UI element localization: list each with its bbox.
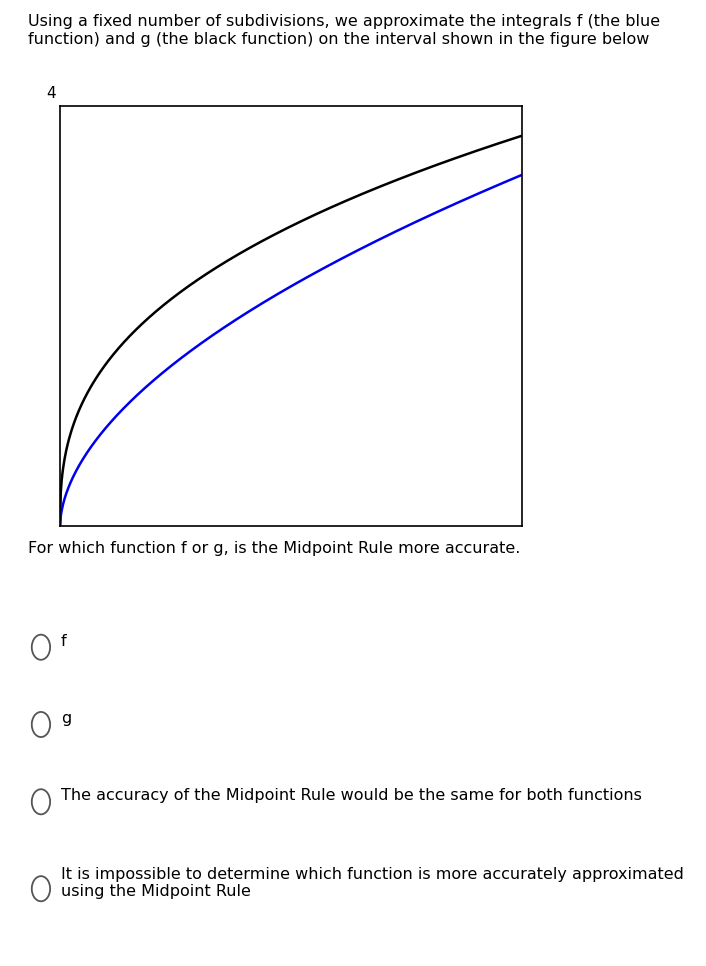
Text: g: g <box>61 711 71 726</box>
Text: For which function f or g, is the Midpoint Rule more accurate.: For which function f or g, is the Midpoi… <box>28 541 520 556</box>
Text: The accuracy of the Midpoint Rule would be the same for both functions: The accuracy of the Midpoint Rule would … <box>61 788 642 804</box>
Text: f: f <box>61 634 66 649</box>
Text: Using a fixed number of subdivisions, we approximate the integrals f (the blue
f: Using a fixed number of subdivisions, we… <box>28 14 660 47</box>
Text: It is impossible to determine which function is more accurately approximated
usi: It is impossible to determine which func… <box>61 867 683 899</box>
Text: 4: 4 <box>46 86 56 101</box>
